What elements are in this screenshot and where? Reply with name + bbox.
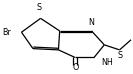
Text: S: S: [37, 3, 42, 12]
Text: O: O: [72, 63, 79, 72]
Text: N: N: [89, 18, 94, 27]
Text: Br: Br: [2, 28, 11, 37]
Text: NH: NH: [102, 58, 113, 67]
Text: S: S: [118, 51, 123, 60]
